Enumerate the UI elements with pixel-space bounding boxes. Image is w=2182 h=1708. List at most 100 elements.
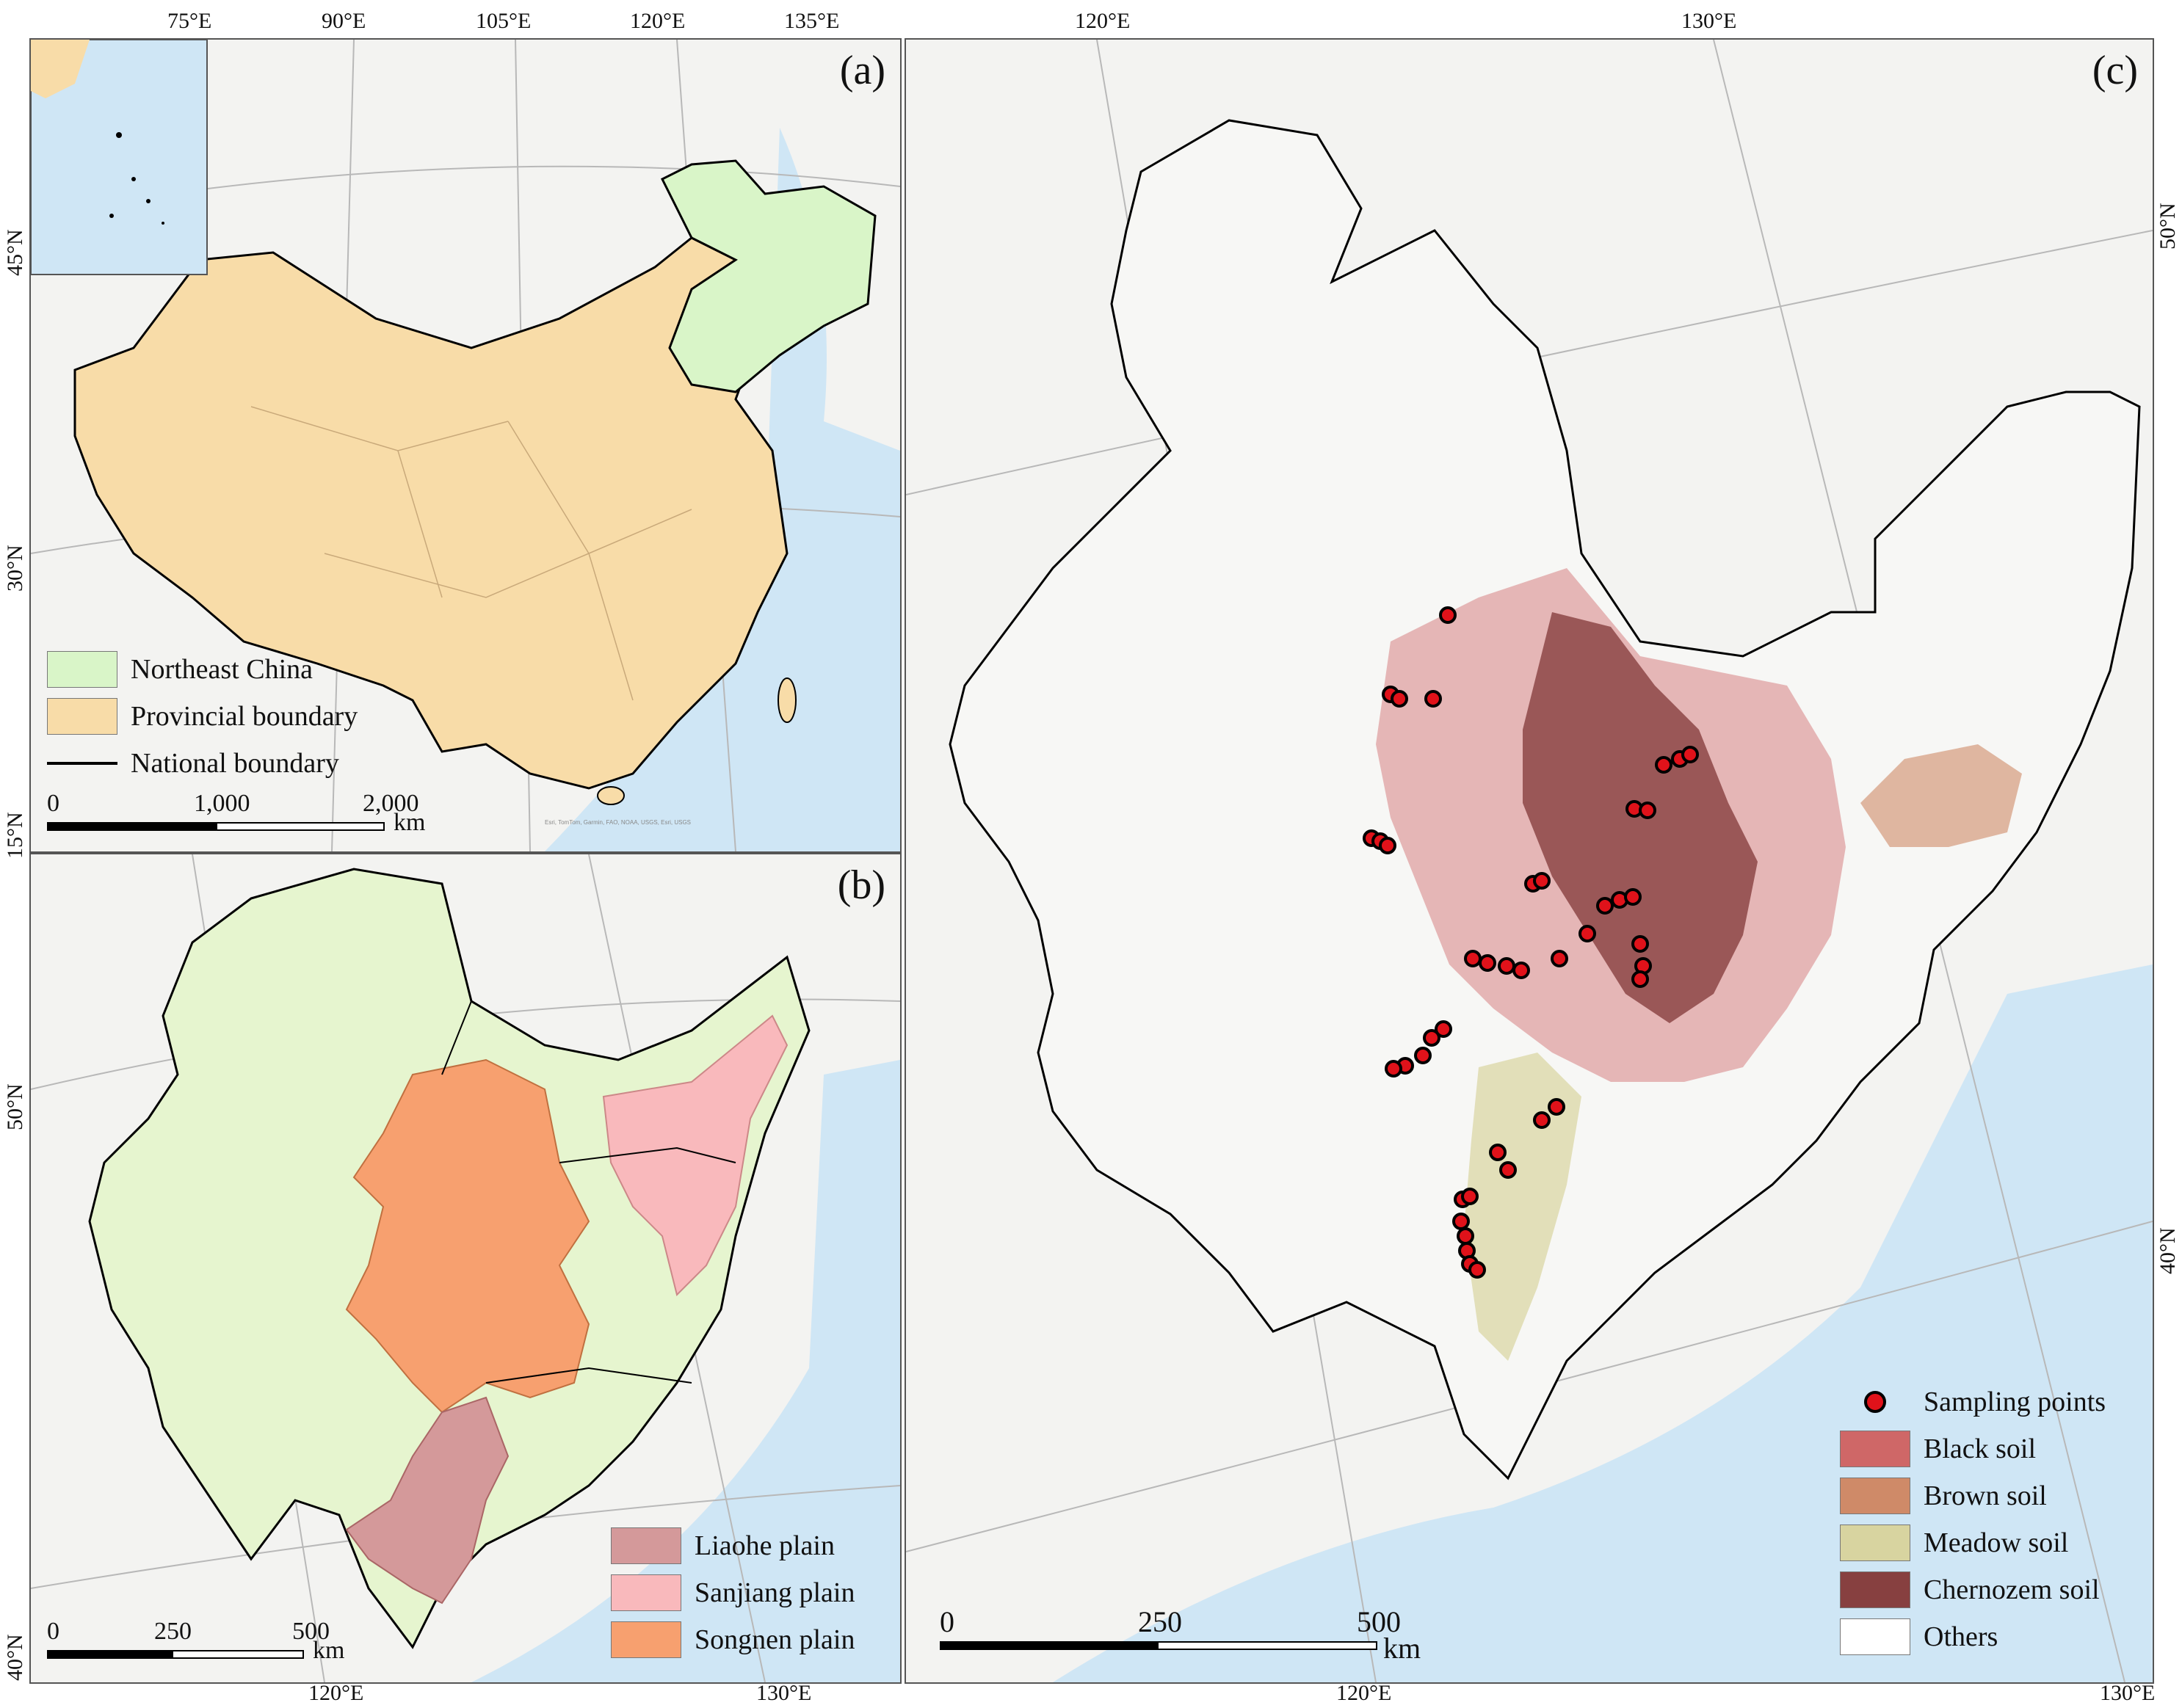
legend-swatch — [47, 698, 117, 735]
legend-item: Others — [1840, 1613, 2106, 1660]
scale-label-0: 0 — [940, 1605, 954, 1638]
legend-item: Sanjiang plain — [611, 1569, 855, 1616]
legend-label: Brown soil — [1924, 1480, 2047, 1511]
legend-swatch — [611, 1574, 681, 1611]
chernozem-soil-area — [1523, 612, 1758, 1023]
legend-swatch — [1840, 1525, 1910, 1561]
legend-item: Chernozem soil — [1840, 1566, 2106, 1613]
tick-a-120e: 120°E — [630, 9, 686, 33]
legend-swatch — [1840, 1618, 1910, 1655]
legend-item: Northeast China — [47, 646, 358, 693]
legend-line-swatch — [47, 762, 117, 765]
scale-label-2: 2,000 — [363, 790, 419, 817]
sampling-point — [1391, 690, 1408, 708]
tick-a-105e: 105°E — [476, 9, 532, 33]
sampling-point — [1681, 746, 1699, 763]
legend-swatch — [1840, 1478, 1910, 1514]
legend-item: Songnen plain — [611, 1616, 855, 1663]
scale-label-1: 1,000 — [194, 790, 250, 817]
legend-item: Black soil — [1840, 1425, 2106, 1472]
scale-unit: km — [394, 809, 426, 836]
tick-b-130e: 130°E — [756, 1681, 812, 1705]
sampling-point — [1461, 1188, 1479, 1205]
sampling-point — [1385, 1060, 1402, 1078]
sampling-point — [1379, 837, 1396, 854]
sanjiang-plain-fill — [602, 1014, 789, 1296]
panel-c-soil-map: (c) Sampling points Black soil Brown soi… — [905, 38, 2154, 1684]
legend-swatch — [47, 651, 117, 688]
sampling-point — [1464, 950, 1482, 967]
sampling-point — [1639, 802, 1656, 819]
legend-label: National boundary — [131, 748, 339, 779]
panel-a-label: (a) — [839, 48, 885, 93]
tick-c-40n: 40°N — [2156, 1227, 2180, 1274]
legend-label: Northeast China — [131, 654, 313, 685]
china-basemap — [31, 40, 900, 851]
sampling-point — [1578, 925, 1596, 942]
sampling-point — [1533, 1111, 1551, 1129]
liaohe-plain-fill — [345, 1396, 510, 1605]
tick-a-75e: 75°E — [167, 9, 212, 33]
panel-a-china-map: (a) Northeast China Provincial boundary … — [29, 38, 902, 853]
sampling-point — [1479, 954, 1496, 972]
legend-point-swatch — [1840, 1384, 1910, 1420]
panel-a-legend: Northeast China Provincial boundary Nati… — [47, 646, 358, 787]
legend-label: Sampling points — [1924, 1387, 2106, 1417]
sampling-point — [1499, 1161, 1517, 1179]
sampling-point — [1498, 957, 1515, 975]
tick-a-30n: 30°N — [3, 545, 27, 592]
tick-a-90e: 90°E — [322, 9, 366, 33]
sampling-points-layer — [1363, 606, 1699, 1279]
tick-b-50n: 50°N — [3, 1083, 27, 1130]
sampling-point — [1512, 962, 1530, 979]
sampling-point — [1624, 888, 1642, 906]
scale-bar-dark — [47, 822, 216, 831]
scale-label-0: 0 — [47, 1618, 59, 1645]
scale-unit: km — [313, 1637, 345, 1664]
sampling-point — [1548, 1098, 1565, 1116]
scale-bar-light — [216, 822, 385, 831]
scale-bar-dark — [47, 1650, 172, 1659]
tick-b-120e: 120°E — [308, 1681, 364, 1705]
legend-swatch — [1840, 1431, 1910, 1467]
sampling-point — [1655, 756, 1672, 774]
tick-a-45n: 45°N — [3, 229, 27, 276]
tick-c-top-130e: 130°E — [1681, 9, 1737, 33]
scale-bar-light — [1157, 1641, 1377, 1650]
sampling-point — [1452, 1213, 1470, 1230]
scale-label-0: 0 — [47, 790, 59, 817]
legend-swatch — [1840, 1571, 1910, 1608]
legend-item: Provincial boundary — [47, 693, 358, 740]
legend-label: Songnen plain — [695, 1624, 855, 1655]
legend-item: Liaohe plain — [611, 1522, 855, 1569]
scale-label-2: 500 — [292, 1618, 330, 1645]
tick-c-50n: 50°N — [2156, 203, 2180, 250]
legend-label: Provincial boundary — [131, 701, 358, 732]
sampling-point — [1551, 950, 1568, 967]
sampling-point — [1414, 1047, 1432, 1064]
sampling-point — [1489, 1144, 1507, 1161]
legend-item: Brown soil — [1840, 1472, 2106, 1519]
panel-b-legend: Liaohe plain Sanjiang plain Songnen plai… — [611, 1522, 855, 1663]
panel-a-scale-bar: 0 1,000 2,000 km — [47, 790, 429, 841]
legend-label: Sanjiang plain — [695, 1577, 855, 1608]
panel-c-legend: Sampling points Black soil Brown soil Me… — [1840, 1378, 2106, 1660]
sampling-point — [1468, 1261, 1486, 1279]
map-attribution: Esri, TomTom, Garmin, FAO, NOAA, USGS, E… — [545, 819, 691, 826]
legend-swatch — [611, 1621, 681, 1658]
panel-b-scale-bar: 0 250 500 km — [47, 1618, 370, 1669]
legend-label: Chernozem soil — [1924, 1574, 2100, 1605]
scale-unit: km — [1383, 1632, 1421, 1665]
legend-label: Others — [1924, 1621, 1998, 1652]
northeast-china-area — [660, 159, 877, 393]
panel-c-label: (c) — [2092, 48, 2138, 93]
brown-soil-area — [1860, 744, 2022, 847]
sampling-point — [1423, 1029, 1440, 1047]
legend-item: Meadow soil — [1840, 1519, 2106, 1566]
legend-label: Black soil — [1924, 1433, 2037, 1464]
panel-b-label: (b) — [837, 862, 885, 908]
panel-c-scale-bar: 0 250 500 km — [940, 1605, 1421, 1665]
sampling-point — [1439, 606, 1457, 624]
legend-label: Meadow soil — [1924, 1527, 2069, 1558]
plains-basemap — [31, 854, 900, 1682]
